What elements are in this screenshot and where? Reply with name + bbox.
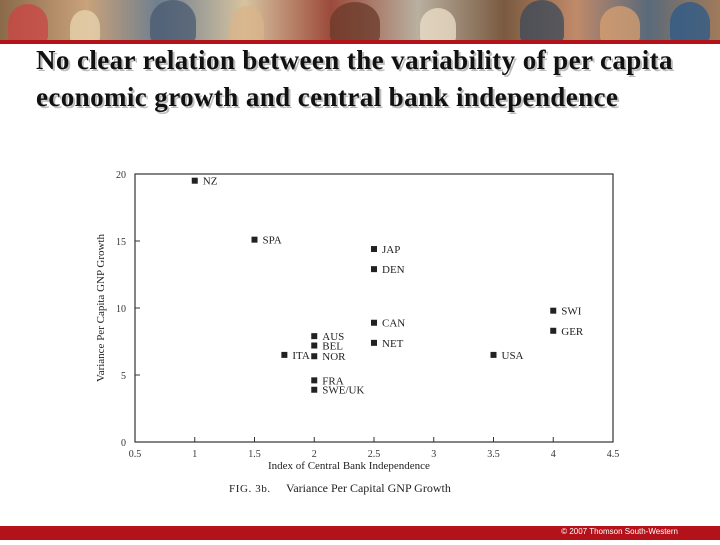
data-point	[371, 266, 377, 273]
data-point	[311, 333, 318, 340]
data-point	[191, 177, 198, 184]
x-tick-label: 2.5	[368, 449, 381, 460]
point-label: NET	[382, 338, 404, 350]
x-tick-label: 3	[431, 449, 436, 460]
header-photo-banner	[0, 0, 720, 44]
x-tick-label: 3.5	[487, 449, 500, 460]
point-label: FRA	[322, 375, 343, 387]
x-tick-label: 1	[192, 449, 197, 460]
footer-bar: © 2007 Thomson South-Western	[0, 526, 720, 540]
x-tick-label: 2	[312, 449, 317, 460]
data-point	[311, 386, 318, 393]
y-tick-label: 20	[116, 170, 126, 181]
data-point	[251, 236, 258, 243]
point-label: ITA	[292, 350, 310, 362]
point-label: JAP	[382, 244, 400, 256]
y-axis-label: Variance Per Capita GNP Growth	[95, 233, 107, 382]
point-label: NOR	[322, 351, 346, 363]
point-label: DEN	[382, 264, 405, 276]
point-label: USA	[502, 350, 524, 362]
data-point	[550, 327, 557, 334]
data-point	[490, 351, 497, 358]
y-tick-label: 10	[116, 304, 126, 315]
copyright-text: © 2007 Thomson South-Western	[561, 527, 678, 536]
plot-frame	[134, 173, 614, 443]
slide-title: No clear relation between the variabilit…	[36, 45, 673, 112]
point-label: SWI	[561, 306, 582, 318]
point-label: BEL	[322, 341, 343, 353]
data-point	[311, 353, 318, 360]
data-point	[371, 319, 377, 326]
y-tick-label: 0	[121, 438, 126, 449]
point-label: SWE/UK	[322, 385, 364, 397]
x-tick-label: 0.5	[129, 449, 142, 460]
data-point	[311, 377, 318, 384]
figure-number: FIG. 3b.	[229, 483, 271, 495]
point-label: CAN	[382, 318, 405, 330]
x-tick-label: 1.5	[248, 449, 261, 460]
data-point	[550, 307, 557, 314]
data-point	[371, 339, 377, 346]
y-tick-label: 15	[116, 237, 126, 248]
y-tick-label: 5	[121, 371, 126, 382]
x-tick-label: 4	[551, 449, 556, 460]
point-label: NZ	[203, 176, 218, 188]
figure-caption: Variance Per Capital GNP Growth	[286, 481, 451, 495]
x-axis-label: Index of Central Bank Independence	[268, 460, 430, 472]
point-label: SPA	[263, 235, 282, 247]
banner-red-stripe	[0, 40, 720, 44]
point-label: GER	[561, 326, 584, 338]
x-tick-label: 4.5	[607, 449, 620, 460]
data-point	[371, 246, 377, 253]
point-label: AUS	[322, 331, 344, 343]
data-point	[281, 351, 288, 358]
data-point	[311, 342, 318, 349]
